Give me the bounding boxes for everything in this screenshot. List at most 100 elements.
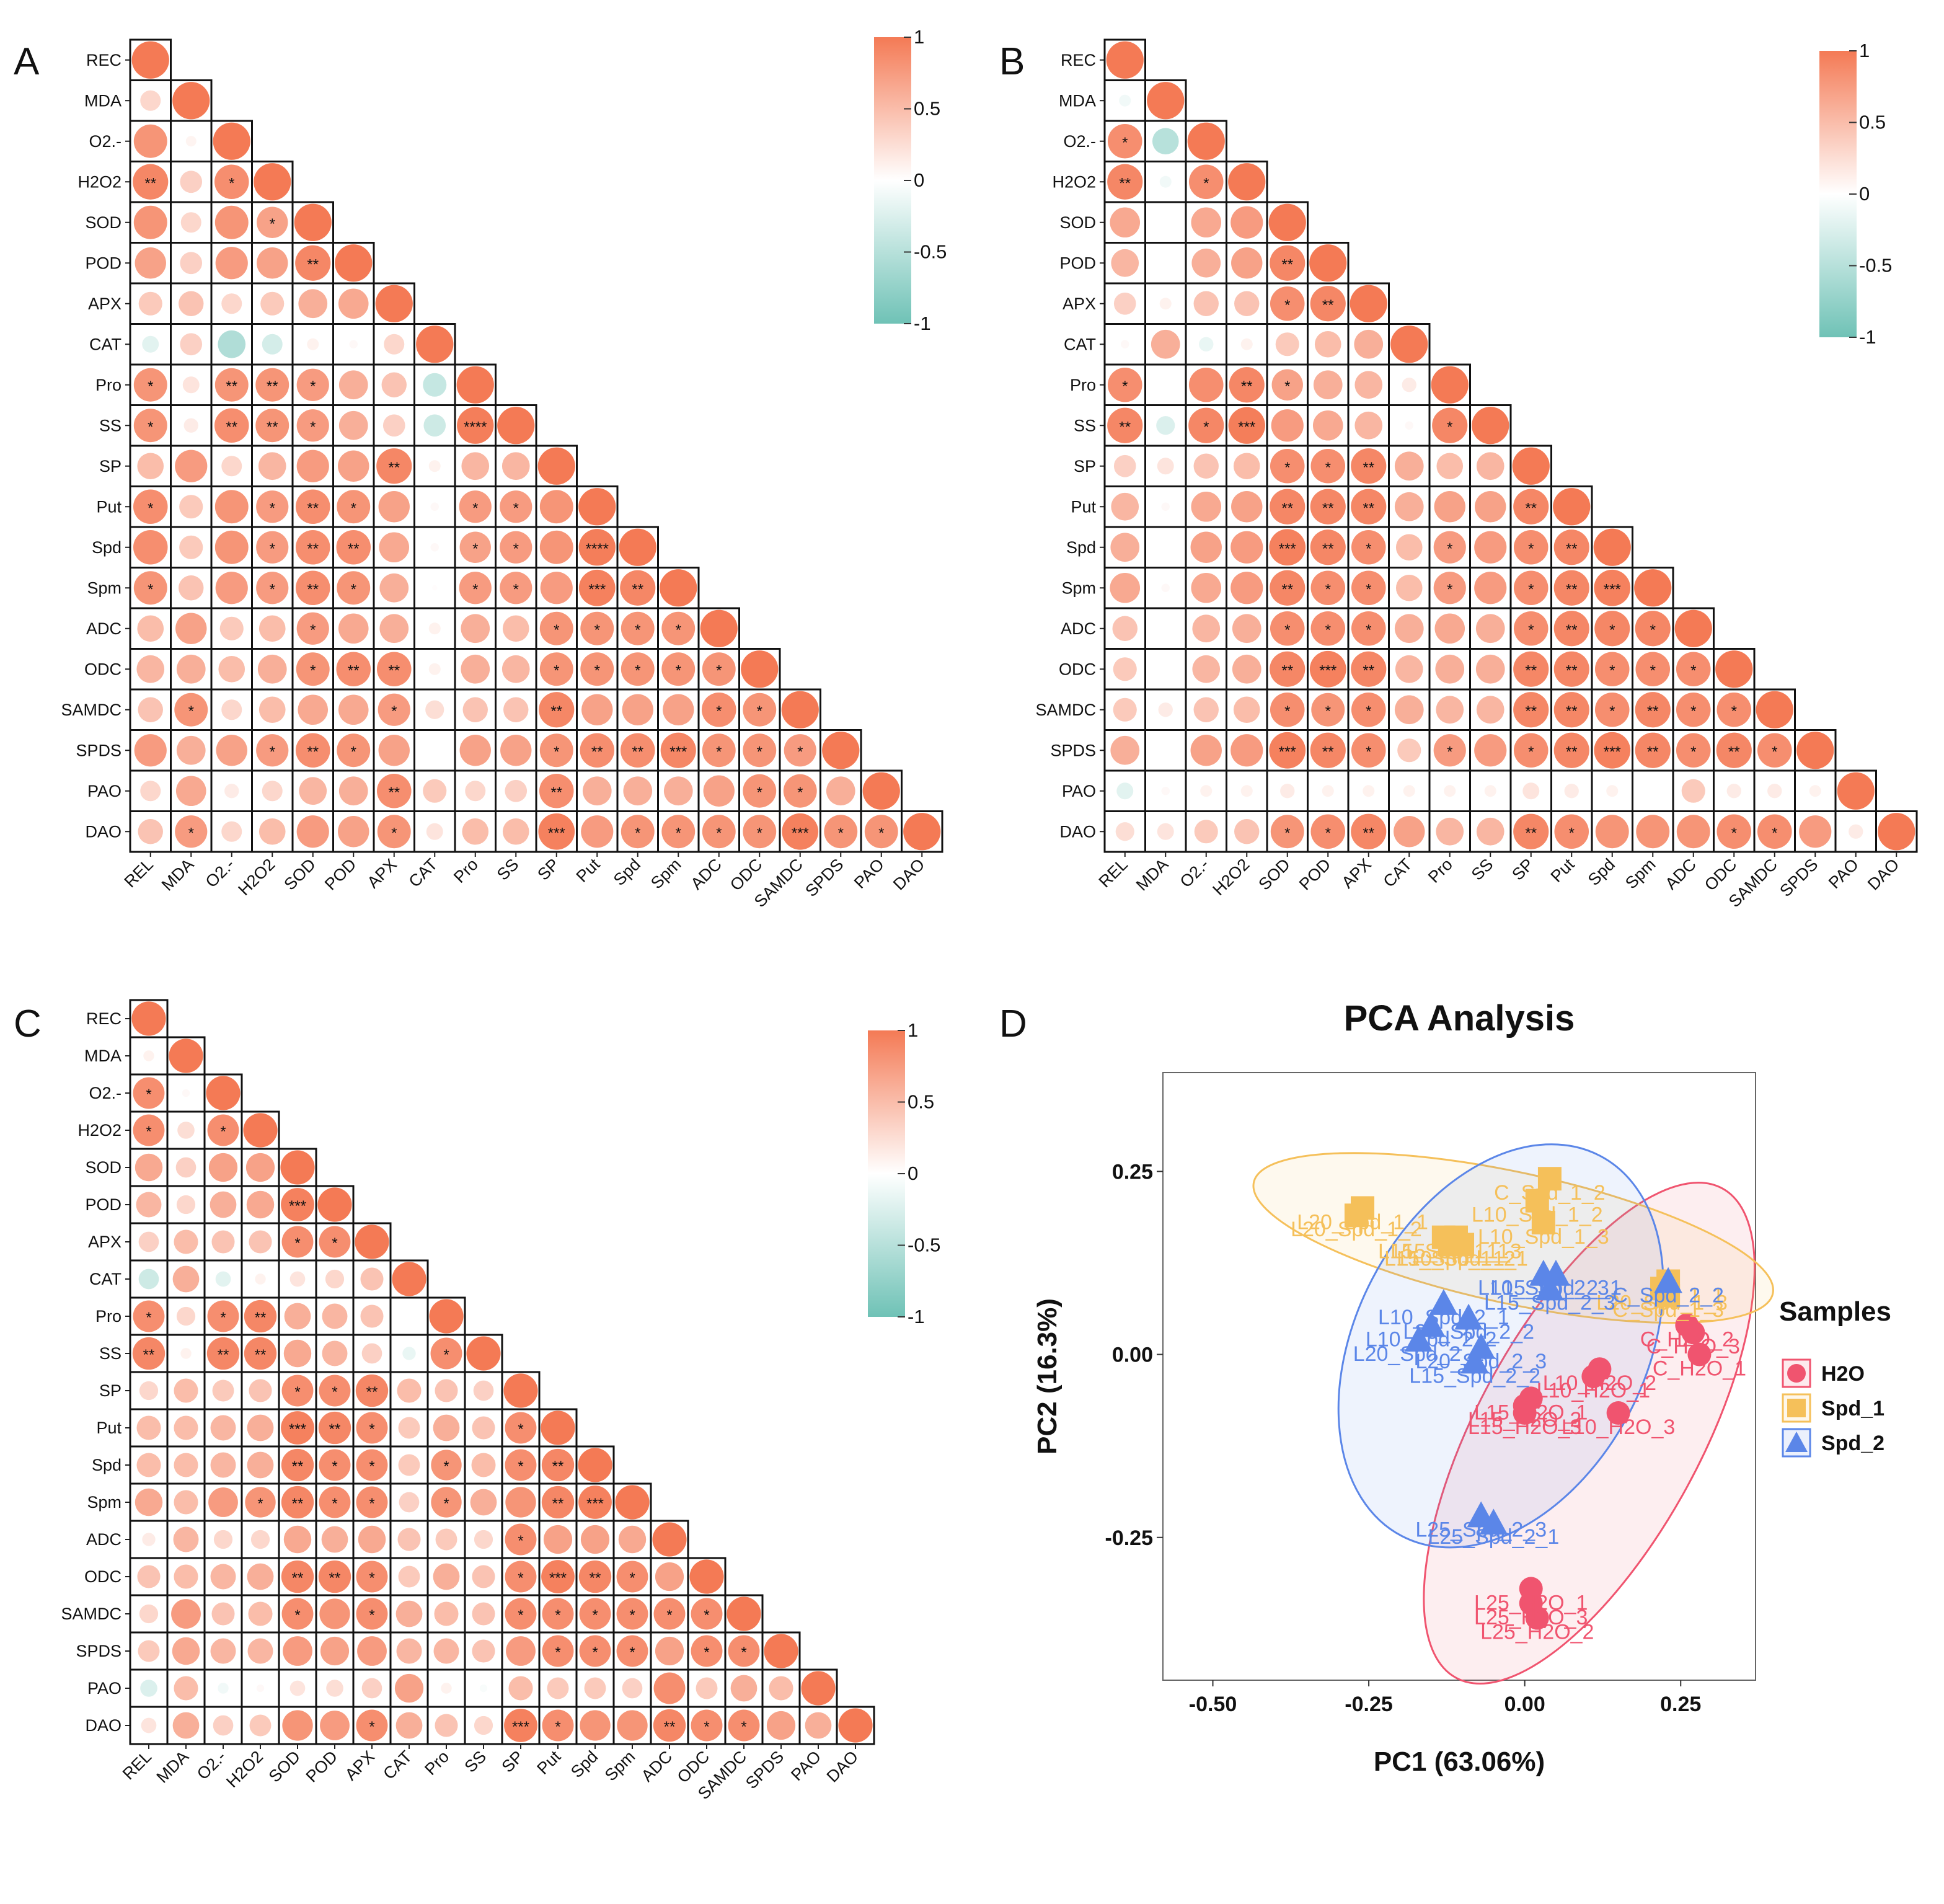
data-point [1454,1303,1483,1330]
correlation-circle [430,502,439,511]
correlation-circle [176,735,206,765]
panel-letter-c: C [14,1003,42,1045]
significance-mark: *** [548,825,565,841]
correlation-circle [179,535,203,559]
colorbar-tick-label: 1 [908,1019,918,1041]
significance-mark: * [472,541,478,557]
significance-mark: * [716,825,722,841]
point-label: L10_H2O_1 [1537,1379,1650,1402]
correlation-circle [1354,411,1383,440]
correlation-circle [500,490,532,523]
row-label: O2.- [1063,132,1096,151]
significance-mark: ** [292,1495,304,1512]
correlation-circle [175,449,208,482]
significance-mark: * [797,784,803,801]
correlation-circle [336,529,371,565]
correlation-circle [1553,732,1589,768]
correlation-circle [140,781,161,802]
correlation-circle [1837,772,1875,810]
significance-mark: ** [1322,500,1334,516]
correlation-circle [1716,692,1752,727]
data-point [1537,1167,1562,1191]
correlation-circle [1757,814,1792,849]
correlation-circle [1157,823,1174,840]
matrix-cell [203,1706,243,1745]
correlation-circle [1111,249,1139,277]
correlation-circle [1270,448,1305,484]
correlation-circle [1280,784,1295,799]
row-label: CAT [1064,335,1096,353]
correlation-circle [1269,732,1306,769]
col-label: PAO [787,1747,824,1784]
correlation-circle [378,491,410,523]
correlation-circle [1157,458,1174,475]
col-label: SS [1468,855,1497,884]
correlation-circle [578,569,616,606]
significance-mark: * [666,1607,672,1624]
significance-mark: * [270,743,275,760]
row-label: H2O2 [77,172,122,191]
col-label: SPDS [742,1747,787,1792]
correlation-circle [506,1636,536,1666]
correlation-circle [1164,220,1168,224]
correlation-circle [349,340,358,348]
significance-mark: * [1284,297,1290,314]
correlation-circle [470,1489,497,1516]
correlation-circle [1651,789,1655,793]
significance-mark: * [1284,459,1290,476]
significance-mark: ** [1281,500,1293,516]
correlation-circle [219,616,244,640]
correlation-circle [1322,785,1334,797]
correlation-circle [262,334,283,355]
correlation-circle [289,1271,306,1287]
correlation-circle [1796,732,1834,769]
correlation-circle [1513,570,1549,606]
significance-mark: * [351,743,356,760]
correlation-circle [1119,94,1131,107]
significance-mark: * [592,1644,598,1661]
correlation-circle [660,732,696,768]
correlation-circle [1151,329,1180,359]
correlation-circle [398,1565,420,1588]
correlation-circle [397,1528,421,1551]
row-label: DAO [1059,822,1096,841]
correlation-circle [1553,488,1591,526]
significance-mark: * [635,622,640,639]
correlation-circle [139,1381,159,1401]
correlation-circle [138,1231,159,1252]
correlation-circle [355,1224,389,1259]
correlation-circle [578,1560,612,1593]
correlation-circle [622,694,653,725]
significance-mark: ** [1363,500,1374,516]
correlation-circle [377,815,411,849]
correlation-circle [381,372,407,397]
correlation-circle [426,823,443,840]
correlation-circle [1676,815,1710,849]
significance-mark: * [716,743,722,760]
correlation-circle [1513,651,1549,687]
correlation-circle [618,1525,647,1554]
correlation-circle [1809,785,1821,797]
correlation-circle [171,1599,201,1629]
significance-mark: *** [1279,743,1296,760]
data-point [1479,1508,1508,1535]
significance-mark: ** [590,1570,601,1587]
significance-mark: * [148,500,153,516]
correlation-circle [133,571,167,605]
significance-mark: ** [1281,256,1293,273]
correlation-circle [541,1410,575,1445]
significance-mark: * [716,703,722,720]
correlation-circle [255,368,289,402]
matrix-cell [426,1594,466,1634]
correlation-circle [1513,813,1549,849]
correlation-circle [134,734,167,767]
correlation-circle [361,1678,382,1699]
correlation-circle [132,1337,166,1370]
correlation-circle [338,370,368,400]
significance-mark: * [1325,703,1331,720]
significance-mark: * [310,378,316,395]
correlation-circle [378,735,410,766]
significance-mark: * [270,216,275,232]
correlation-circle [1436,453,1464,480]
